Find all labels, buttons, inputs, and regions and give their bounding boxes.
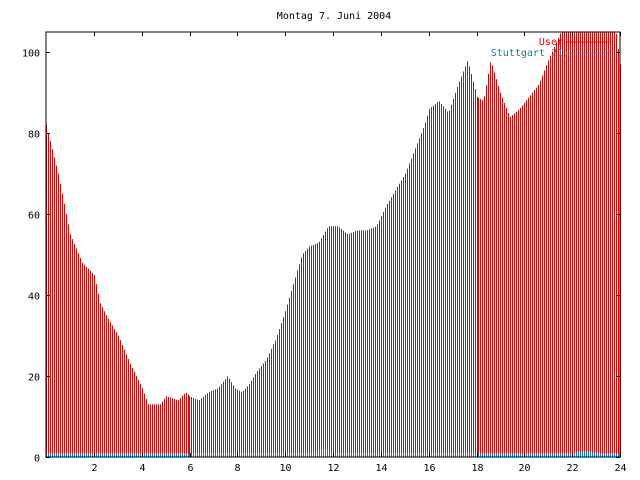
x-tick-label: 6 — [187, 463, 193, 474]
x-tick-label: 16 — [423, 463, 435, 474]
y-axis: 0 20 40 60 80 100 — [22, 49, 620, 465]
x-tick-label: 20 — [518, 463, 530, 474]
x-tick-label: 18 — [471, 463, 483, 474]
x-tick-label: 4 — [139, 463, 145, 474]
legend: User Stuttgart 21 — [491, 37, 610, 59]
user-bars — [46, 32, 621, 457]
legend-label-stuttgart: Stuttgart 21 — [491, 48, 563, 59]
chart-title: Montag 7. Juni 2004 — [277, 11, 391, 22]
y-tick-label: 80 — [28, 130, 40, 141]
legend-label-user: User — [539, 37, 563, 48]
stuttgart-bars — [46, 448, 621, 457]
y-tick-label: 0 — [34, 454, 40, 465]
y-tick-label: 20 — [28, 373, 40, 384]
x-axis: 2 4 6 8 10 12 14 16 18 20 22 24 — [91, 32, 627, 474]
x-tick-label: 10 — [279, 463, 291, 474]
x-tick-label: 8 — [234, 463, 240, 474]
x-tick-label: 2 — [91, 463, 97, 474]
y-tick-label: 40 — [28, 292, 40, 303]
x-tick-label: 24 — [614, 463, 626, 474]
y-tick-label: 100 — [22, 49, 40, 60]
x-tick-label: 22 — [566, 463, 578, 474]
y-tick-label: 60 — [28, 211, 40, 222]
x-tick-label: 12 — [327, 463, 339, 474]
x-tick-label: 14 — [375, 463, 387, 474]
